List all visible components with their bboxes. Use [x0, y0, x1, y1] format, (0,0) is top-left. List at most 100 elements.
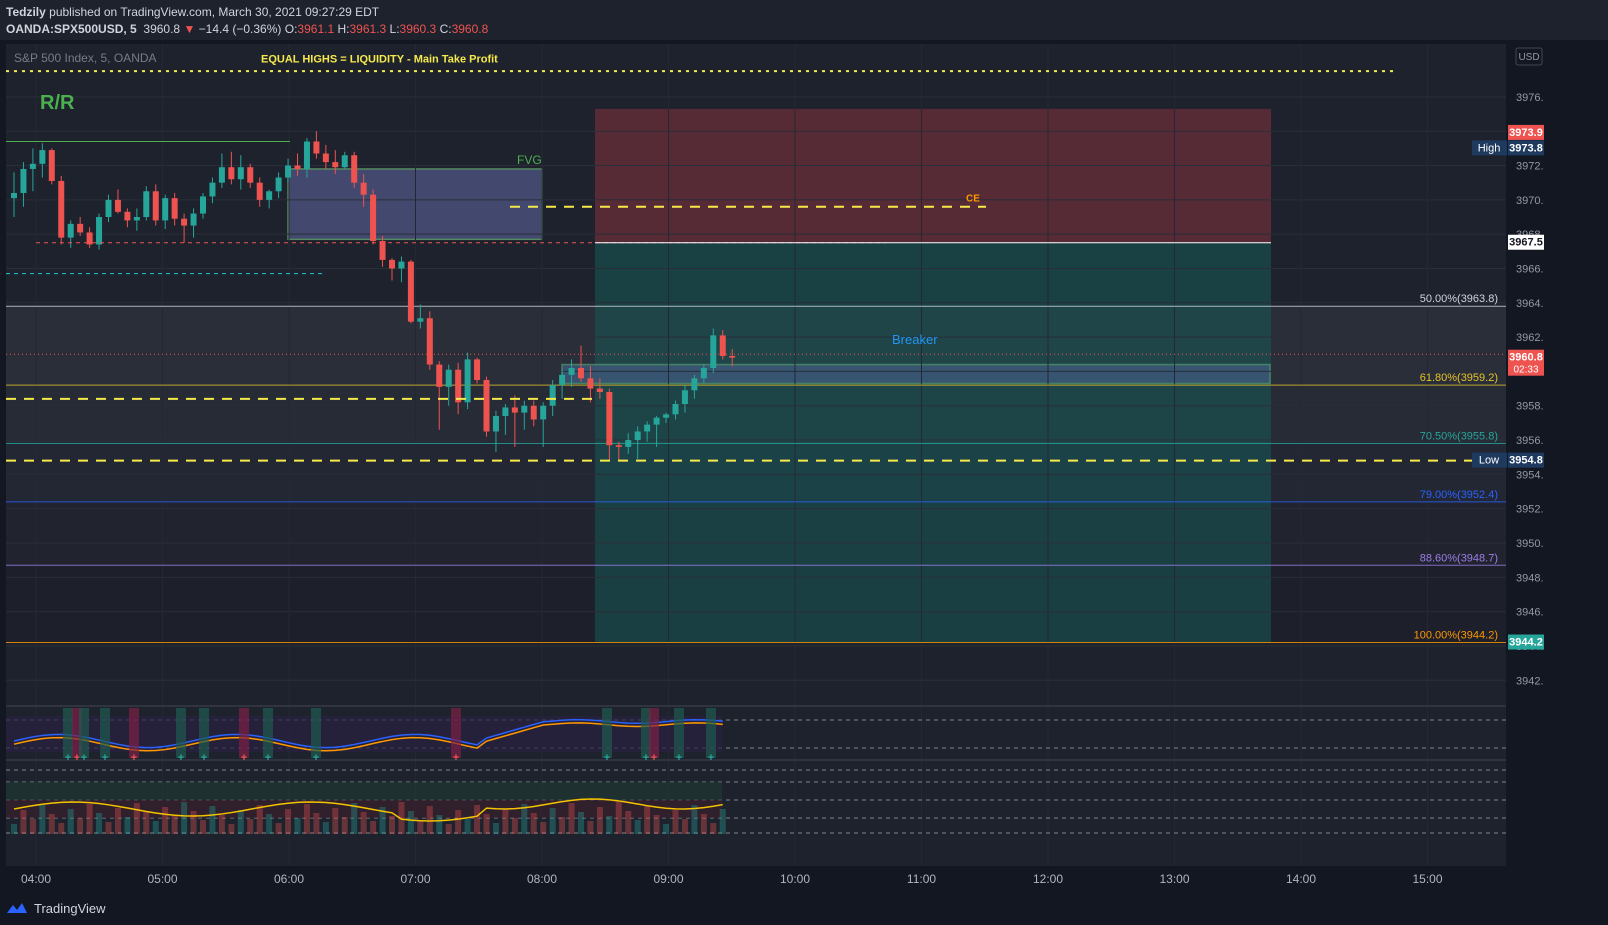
- volume-bar: [190, 811, 197, 834]
- signal-column: [239, 708, 249, 758]
- candle-body: [615, 445, 622, 447]
- volume-bar: [256, 805, 263, 834]
- candle-body: [644, 424, 651, 432]
- volume-bar: [417, 820, 424, 834]
- volume-bar: [228, 824, 235, 834]
- tradingview-brand: TradingView: [34, 900, 106, 916]
- volume-bar: [86, 804, 93, 834]
- price-chart[interactable]: 50.00%(3963.8) 61.80%(3959.2) 70.50%(3955.…: [6, 44, 1544, 890]
- candle-body: [143, 191, 150, 217]
- volume-bar: [549, 808, 556, 834]
- volume-bar: [218, 815, 225, 834]
- volume-bar: [67, 809, 74, 834]
- candle-body: [672, 404, 679, 415]
- y-tick-label: 3962.0: [1516, 332, 1544, 344]
- signal-column: [706, 708, 716, 758]
- candle-body: [360, 182, 367, 195]
- fib-label: 70.50%(3955.8): [1420, 430, 1498, 442]
- candle-body: [653, 417, 660, 425]
- volume-bar: [596, 807, 603, 834]
- volume-bar: [266, 814, 273, 834]
- open-value: 3961.1: [297, 22, 335, 36]
- volume-bar: [681, 819, 688, 834]
- candle-body: [275, 177, 282, 192]
- candle-body: [67, 223, 74, 238]
- candle-body: [124, 211, 131, 221]
- fib-label: 100.00%(3944.2): [1414, 630, 1498, 642]
- open-label: O:: [284, 22, 298, 36]
- x-tick-label: 14:00: [1286, 872, 1316, 886]
- last-price: 3960.8: [143, 22, 181, 36]
- candle-body: [294, 165, 301, 169]
- signal-column: [602, 708, 612, 758]
- volume-bar: [719, 809, 726, 834]
- down-arrow-icon: ▼: [183, 22, 196, 36]
- volume-bar: [370, 821, 377, 834]
- candle-body: [313, 141, 320, 154]
- candle-body: [190, 213, 197, 226]
- candle-body: [464, 359, 471, 403]
- volume-bar: [114, 808, 121, 834]
- volume-bar: [587, 821, 594, 834]
- close-value: 3960.8: [451, 22, 489, 36]
- volume-bar: [341, 817, 348, 834]
- price-label-tag: [1472, 140, 1507, 156]
- mfi-line: [13, 798, 723, 822]
- chart-title: S&P 500 Index, 5, OANDA: [14, 51, 157, 65]
- volume-bar: [483, 814, 490, 834]
- signal-marker-icon: +: [102, 752, 108, 764]
- candle-body: [549, 385, 556, 406]
- signal-column: [649, 708, 659, 758]
- candle-body: [596, 388, 603, 393]
- x-tick-label: 04:00: [21, 872, 51, 886]
- candle-body: [200, 196, 206, 214]
- time-axis[interactable]: [6, 866, 1506, 890]
- signal-column: [176, 708, 186, 758]
- published-text: published on TradingView.com, March 30, …: [49, 5, 380, 19]
- volume-bar: [181, 802, 188, 834]
- volume-bar: [29, 819, 36, 834]
- candle-body: [105, 199, 112, 217]
- signal-marker-icon: +: [74, 752, 80, 764]
- price-label-tag: [1472, 452, 1507, 468]
- volume-bar: [209, 806, 216, 834]
- signal-marker-icon: +: [201, 752, 207, 764]
- currency-button[interactable]: [1515, 47, 1543, 66]
- candle-body: [351, 155, 358, 183]
- volume-bar: [303, 804, 310, 834]
- volume-bar: [379, 807, 386, 834]
- y-tick-label: 3970.0: [1516, 195, 1544, 207]
- signal-marker-icon: +: [676, 752, 682, 764]
- candle-body: [58, 180, 65, 238]
- candle-body: [474, 359, 481, 380]
- candle-body: [729, 355, 736, 358]
- high-label: H:: [337, 22, 350, 36]
- volume-bar: [171, 816, 178, 834]
- candle-body: [171, 198, 178, 219]
- signal-column: [641, 708, 651, 758]
- volume-bar: [96, 813, 103, 834]
- signal-column: [263, 708, 273, 758]
- fib-label: 61.80%(3959.2): [1420, 372, 1498, 384]
- volume-bar: [200, 820, 206, 834]
- volume-bar: [625, 811, 632, 834]
- signal-marker-icon: +: [453, 752, 459, 764]
- candle-body: [417, 318, 424, 322]
- author-name[interactable]: Tedzily: [6, 5, 46, 19]
- candle-body: [691, 378, 698, 391]
- volume-bar: [11, 824, 17, 834]
- candle-body: [455, 369, 462, 403]
- price-label-box: [1508, 140, 1544, 156]
- candle-body: [568, 367, 575, 375]
- signal-column: [129, 708, 139, 758]
- volume-bar: [58, 823, 65, 834]
- price-label-tag-text: High: [1478, 142, 1501, 154]
- signal-column: [199, 708, 209, 758]
- price-label-countdown: 02:33: [1513, 365, 1538, 376]
- equal-highs-label: EQUAL HIGHS = LIQUIDITY - Main Take Prof…: [261, 54, 498, 66]
- fib-label: 50.00%(3963.8): [1420, 293, 1498, 305]
- candle-body: [256, 182, 263, 200]
- volume-bar: [540, 822, 547, 834]
- symbol-label[interactable]: OANDA:SPX500USD, 5: [6, 22, 137, 36]
- volume-bar: [237, 810, 244, 834]
